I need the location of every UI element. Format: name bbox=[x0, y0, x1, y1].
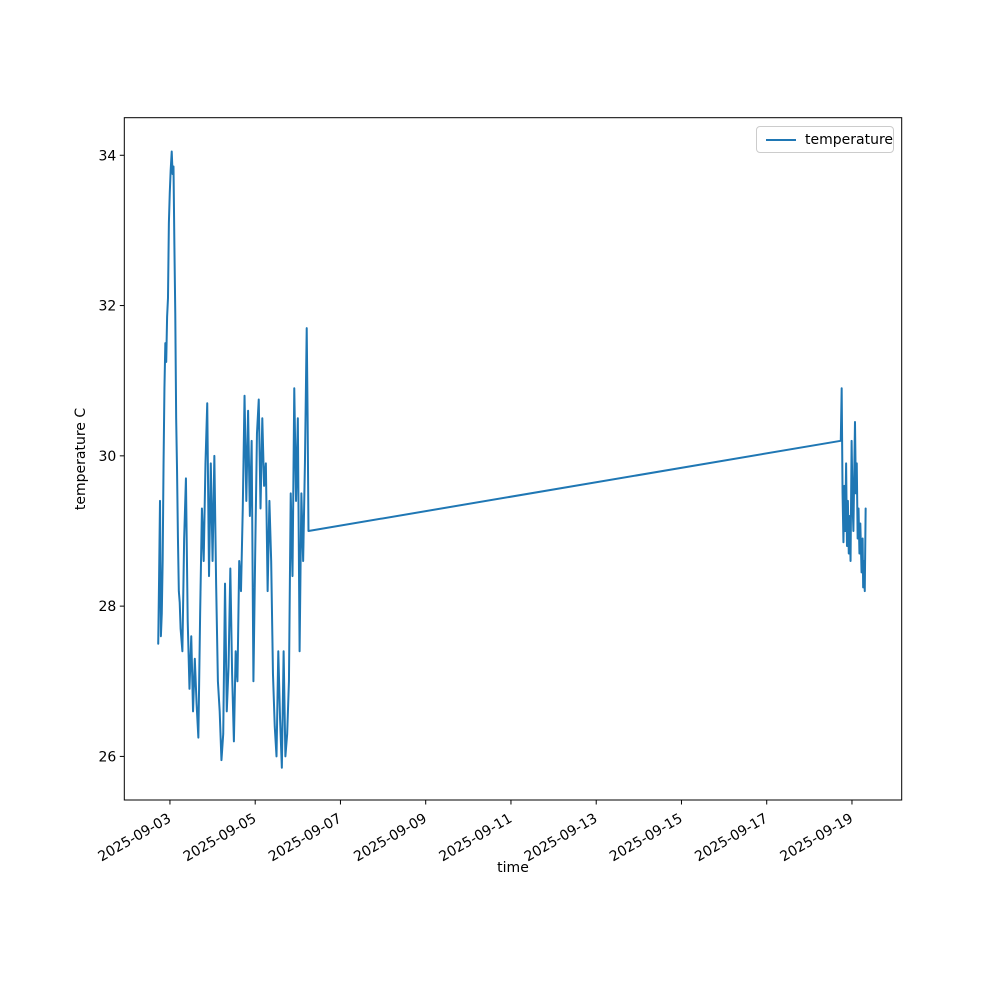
y-tick-label: 34 bbox=[98, 148, 116, 164]
x-tick-label: 2025-09-03 bbox=[95, 811, 173, 866]
legend: temperature bbox=[756, 126, 894, 153]
x-tick-label: 2025-09-07 bbox=[266, 811, 344, 866]
legend-line-sample bbox=[766, 138, 796, 141]
y-tick-label: 30 bbox=[98, 449, 116, 465]
y-tick-label: 32 bbox=[98, 299, 116, 315]
x-tick-label: 2025-09-13 bbox=[522, 811, 600, 866]
y-tick-label: 28 bbox=[98, 599, 116, 615]
x-axis-label: time bbox=[497, 860, 529, 876]
y-axis-label: temperature C bbox=[73, 407, 89, 511]
x-tick-label: 2025-09-11 bbox=[436, 811, 514, 866]
x-tick-label: 2025-09-15 bbox=[607, 811, 685, 866]
x-tick-label: 2025-09-05 bbox=[181, 811, 259, 866]
y-tick-label: 26 bbox=[98, 749, 116, 765]
temperature-line bbox=[157, 150, 867, 769]
plot-frame bbox=[123, 117, 903, 801]
legend-label: temperature bbox=[805, 131, 893, 148]
x-tick-label: 2025-09-19 bbox=[777, 811, 855, 866]
x-tick-label: 2025-09-17 bbox=[692, 811, 770, 866]
x-tick-label: 2025-09-09 bbox=[351, 811, 429, 866]
